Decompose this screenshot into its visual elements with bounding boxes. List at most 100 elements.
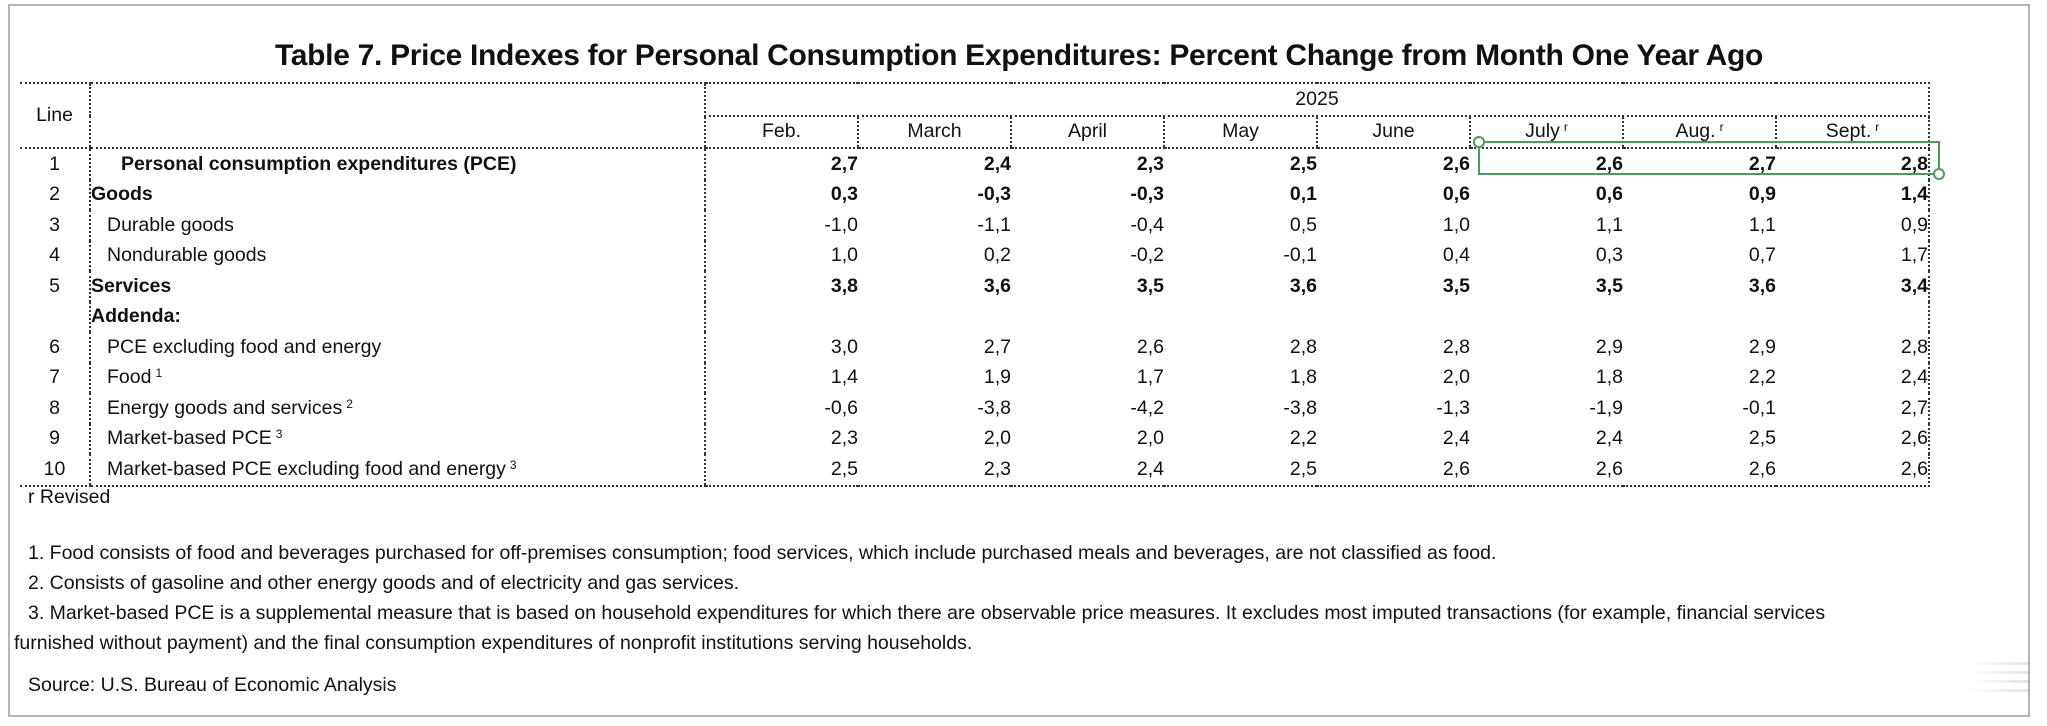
value-cell[interactable]: 3,6 xyxy=(1748,274,1776,297)
value-cell[interactable]: 0,9 xyxy=(1748,183,1776,206)
value-cell[interactable]: 2,0 xyxy=(1442,366,1470,389)
value-cell[interactable]: 2,6 xyxy=(1595,152,1623,175)
value-cell[interactable]: 2,3 xyxy=(858,454,1011,487)
value-cell[interactable]: 2,7 xyxy=(1776,393,1930,424)
value-cell[interactable]: 2,3 xyxy=(1136,152,1164,175)
value-cell[interactable]: 3,0 xyxy=(704,332,858,363)
value-cell[interactable]: 2,4 xyxy=(1595,427,1623,450)
row-label-cell[interactable]: Nondurable goods xyxy=(89,240,705,271)
value-cell[interactable]: 2,5 xyxy=(1748,427,1776,450)
value-cell[interactable]: 2,7 xyxy=(704,148,858,180)
value-cell[interactable]: 3,5 xyxy=(1595,274,1623,297)
row-label-cell[interactable]: Durable goods xyxy=(89,210,705,241)
value-cell[interactable]: 0,6 xyxy=(1595,183,1623,206)
value-cell[interactable]: 3,8 xyxy=(704,271,858,302)
value-cell[interactable]: 2,6 xyxy=(1623,454,1776,487)
value-cell[interactable]: -0,1 xyxy=(1742,396,1776,419)
value-cell[interactable]: 2,5 xyxy=(704,454,858,487)
value-cell[interactable]: 3,4 xyxy=(1776,271,1930,302)
value-cell[interactable]: 2,4 xyxy=(1442,427,1470,450)
value-cell[interactable]: 1,4 xyxy=(1776,179,1930,210)
value-cell[interactable]: 2,6 xyxy=(1776,454,1930,487)
value-cell[interactable]: 2,7 xyxy=(983,335,1011,358)
value-cell[interactable]: 1,8 xyxy=(1595,366,1623,389)
value-cell[interactable]: 2,0 xyxy=(1136,427,1164,450)
value-cell[interactable]: 0,7 xyxy=(1748,244,1776,267)
value-cell[interactable]: 0,2 xyxy=(983,244,1011,267)
value-cell[interactable]: 2,5 xyxy=(1289,152,1317,175)
row-label-cell[interactable]: Market-based PCE excluding food and ener… xyxy=(89,454,705,487)
value-cell[interactable]: -0,4 xyxy=(1130,213,1164,236)
value-cell[interactable]: 2,8 xyxy=(1776,332,1930,363)
value-cell[interactable]: -1,3 xyxy=(1436,396,1470,419)
value-cell[interactable]: 1,7 xyxy=(1776,240,1930,271)
row-label-cell[interactable]: Market-based PCE 3 xyxy=(89,423,705,454)
value-cell[interactable]: 0,5 xyxy=(1289,213,1317,236)
value-cell[interactable] xyxy=(1470,302,1623,333)
value-cell[interactable] xyxy=(1317,302,1470,333)
value-cell[interactable]: 0,4 xyxy=(1442,244,1470,267)
value-cell[interactable]: 3,6 xyxy=(1289,274,1317,297)
value-cell[interactable]: -0,1 xyxy=(1283,244,1317,267)
value-cell[interactable]: 1,0 xyxy=(704,240,858,271)
value-cell[interactable]: 1,8 xyxy=(1289,366,1317,389)
value-cell[interactable]: 1,1 xyxy=(1595,213,1623,236)
value-cell[interactable]: 2,8 xyxy=(1776,148,1930,180)
value-cell[interactable]: 0,9 xyxy=(1776,210,1930,241)
value-cell[interactable]: -0,6 xyxy=(704,393,858,424)
value-cell[interactable]: -1,0 xyxy=(704,210,858,241)
value-cell[interactable]: 2,4 xyxy=(1776,362,1930,393)
row-label-cell[interactable]: PCE excluding food and energy xyxy=(89,332,705,363)
value-cell[interactable]: 1,7 xyxy=(1136,366,1164,389)
value-cell[interactable]: 0,1 xyxy=(1289,183,1317,206)
value-cell[interactable]: 3,6 xyxy=(983,274,1011,297)
row-label-cell[interactable]: Goods xyxy=(89,179,705,210)
value-cell[interactable]: 2,4 xyxy=(1011,454,1164,487)
value-cell[interactable]: 2,9 xyxy=(1595,335,1623,358)
value-cell[interactable] xyxy=(704,301,858,332)
value-cell[interactable] xyxy=(858,302,1011,333)
value-cell[interactable] xyxy=(1776,301,1930,332)
value-cell[interactable]: 2,4 xyxy=(983,152,1011,175)
row-label-cell[interactable]: Food 1 xyxy=(89,362,705,393)
value-cell[interactable]: 2,5 xyxy=(1164,454,1317,487)
value-cell[interactable] xyxy=(1164,302,1317,333)
value-cell[interactable]: 2,8 xyxy=(1289,335,1317,358)
value-cell[interactable]: -3,8 xyxy=(977,396,1011,419)
selection-handle-bottom-right[interactable] xyxy=(1933,168,1945,180)
value-cell[interactable]: 2,6 xyxy=(1442,152,1470,175)
value-cell[interactable]: -0,3 xyxy=(977,183,1011,206)
value-cell[interactable]: 0,6 xyxy=(1442,183,1470,206)
value-cell[interactable] xyxy=(1011,302,1164,333)
value-cell[interactable]: 2,6 xyxy=(1470,454,1623,487)
value-cell[interactable]: 2,6 xyxy=(1317,454,1470,487)
value-cell[interactable]: 2,2 xyxy=(1748,366,1776,389)
value-cell[interactable]: 1,0 xyxy=(1442,213,1470,236)
value-cell[interactable]: 0,3 xyxy=(1595,244,1623,267)
value-cell[interactable]: 1,9 xyxy=(983,366,1011,389)
value-cell[interactable]: 2,2 xyxy=(1289,427,1317,450)
value-cell[interactable]: 2,6 xyxy=(1136,335,1164,358)
value-cell[interactable] xyxy=(1623,302,1776,333)
row-label-cell[interactable]: Services xyxy=(89,271,705,302)
row-label-cell[interactable]: Personal consumption expenditures (PCE) xyxy=(89,148,705,180)
value-cell[interactable]: 0,3 xyxy=(704,179,858,210)
value-cell[interactable]: -1,1 xyxy=(977,213,1011,236)
value-cell[interactable]: 3,5 xyxy=(1442,274,1470,297)
value-cell[interactable]: 1,4 xyxy=(704,362,858,393)
value-cell[interactable]: -1,9 xyxy=(1589,396,1623,419)
value-cell[interactable]: 2,8 xyxy=(1442,335,1470,358)
row-label-cell[interactable]: Addenda: xyxy=(89,301,705,332)
value-cell[interactable]: 3,5 xyxy=(1136,274,1164,297)
value-cell[interactable]: -0,2 xyxy=(1130,244,1164,267)
value-cell[interactable]: -4,2 xyxy=(1130,396,1164,419)
value-cell[interactable]: 2,7 xyxy=(1748,152,1776,175)
value-cell[interactable]: 2,3 xyxy=(704,423,858,454)
value-cell[interactable]: 2,6 xyxy=(1776,423,1930,454)
value-cell[interactable]: 1,1 xyxy=(1748,213,1776,236)
value-cell[interactable]: -0,3 xyxy=(1130,183,1164,206)
value-cell[interactable]: 2,9 xyxy=(1748,335,1776,358)
value-cell[interactable]: -3,8 xyxy=(1283,396,1317,419)
row-label-cell[interactable]: Energy goods and services 2 xyxy=(89,393,705,424)
value-cell[interactable]: 2,0 xyxy=(983,427,1011,450)
